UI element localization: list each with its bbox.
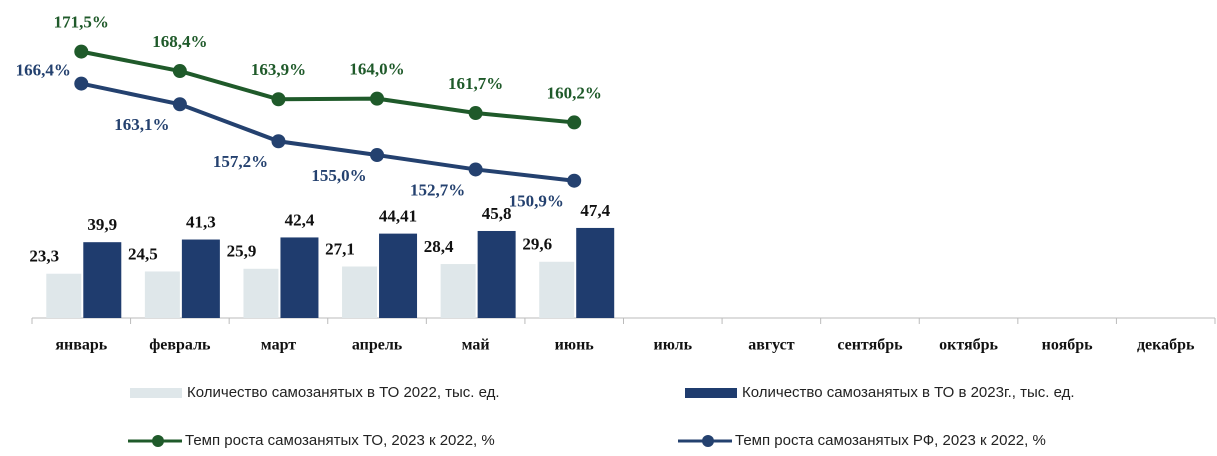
value-label: 42,4: [285, 210, 315, 229]
marker: [567, 173, 582, 188]
value-label: 163,9%: [251, 60, 306, 79]
x-tick-label: декабрь: [1137, 337, 1195, 354]
x-tick-label: май: [462, 337, 490, 354]
bar: [440, 264, 476, 318]
legend-label: Темп роста самозанятых РФ, 2023 к 2022, …: [735, 432, 1046, 449]
value-label: 23,3: [29, 247, 59, 266]
bar: [280, 237, 319, 318]
marker: [567, 115, 582, 130]
value-label: 164,0%: [349, 60, 404, 79]
marker: [271, 92, 286, 107]
x-tick-label: октябрь: [939, 337, 998, 354]
value-label: 157,2%: [213, 152, 268, 171]
marker: [74, 76, 89, 91]
x-tick-label: сентябрь: [837, 337, 903, 354]
value-label: 152,7%: [410, 180, 465, 199]
bar: [144, 271, 180, 318]
value-label: 27,1: [325, 239, 355, 258]
value-label: 39,9: [87, 215, 117, 234]
x-tick-label: ноябрь: [1042, 337, 1093, 354]
marker: [468, 162, 483, 177]
bar: [243, 268, 279, 318]
marker: [370, 148, 385, 163]
value-label: 47,4: [580, 201, 610, 220]
value-label: 24,5: [128, 244, 158, 263]
value-label: 150,9%: [509, 192, 564, 211]
legend-swatch: [130, 388, 182, 398]
marker: [74, 44, 89, 59]
marker: [172, 97, 187, 112]
marker: [370, 91, 385, 106]
bar: [181, 239, 220, 318]
legend-label: Количество самозанятых в ТО 2022, тыс. е…: [187, 384, 500, 401]
marker: [468, 106, 483, 121]
bar: [379, 233, 418, 318]
x-tick-label: февраль: [149, 337, 211, 354]
legend-swatch: [152, 435, 164, 447]
value-label: 168,4%: [152, 32, 207, 51]
x-tick-label: март: [261, 337, 296, 354]
legend-label: Количество самозанятых в ТО в 2023г., ты…: [742, 384, 1075, 401]
x-tick-label: июль: [654, 337, 693, 354]
value-label: 161,7%: [448, 74, 503, 93]
value-label: 45,8: [482, 204, 512, 223]
marker: [172, 64, 187, 79]
x-tick-label: апрель: [352, 337, 403, 354]
value-label: 163,1%: [114, 115, 169, 134]
bar: [576, 227, 615, 318]
value-label: 155,0%: [311, 166, 366, 185]
bar: [83, 242, 122, 318]
value-label: 171,5%: [54, 13, 109, 32]
value-label: 28,4: [424, 237, 454, 256]
line: [80, 49, 575, 125]
value-label: 25,9: [227, 242, 257, 261]
marker: [271, 134, 286, 149]
value-label: 44,41: [379, 207, 417, 226]
legend-label: Темп роста самозанятых ТО, 2023 к 2022, …: [185, 432, 495, 449]
bar: [342, 266, 378, 318]
x-tick-label: июнь: [555, 337, 595, 354]
legend-swatch: [702, 435, 714, 447]
value-label: 41,3: [186, 212, 216, 231]
value-label: 160,2%: [547, 83, 602, 102]
line: [80, 81, 575, 183]
value-label: 166,4%: [16, 60, 71, 79]
bar: [46, 273, 82, 318]
bar: [477, 230, 516, 318]
x-tick-label: январь: [55, 337, 107, 354]
x-tick-label: август: [748, 337, 795, 354]
bar: [539, 261, 575, 318]
value-label: 29,6: [522, 235, 552, 254]
legend-swatch: [685, 388, 737, 398]
